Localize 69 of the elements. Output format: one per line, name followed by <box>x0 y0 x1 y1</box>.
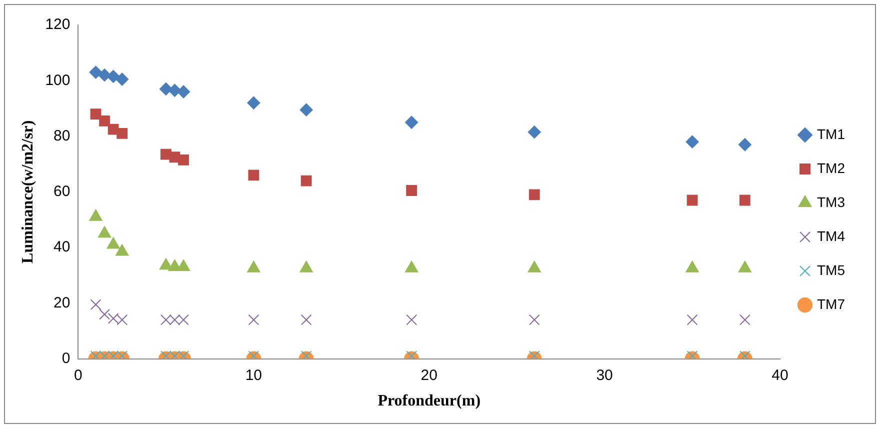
point <box>686 314 698 326</box>
point <box>106 70 120 83</box>
point <box>528 189 540 200</box>
point <box>176 85 190 98</box>
legend-label: TM2 <box>817 160 846 176</box>
point <box>98 68 112 82</box>
legend-label: TM5 <box>817 262 846 278</box>
point <box>90 108 102 120</box>
point <box>178 314 189 326</box>
point <box>168 84 182 97</box>
point <box>686 194 698 206</box>
point <box>406 314 418 326</box>
point <box>116 128 128 139</box>
point <box>528 260 541 272</box>
y-tick-label: 40 <box>54 238 70 256</box>
legend-label: TM1 <box>817 126 846 142</box>
point <box>159 82 172 96</box>
point <box>528 126 541 139</box>
point <box>99 350 110 359</box>
y-tick-label: 20 <box>54 294 70 312</box>
point <box>686 135 699 148</box>
point <box>116 314 128 326</box>
point <box>247 96 260 110</box>
y-tick-label: 80 <box>54 127 70 144</box>
y-tick-label: 0 <box>62 350 70 367</box>
point <box>89 209 102 221</box>
point <box>300 314 312 326</box>
point <box>738 260 752 272</box>
point <box>99 308 110 320</box>
point <box>248 170 260 181</box>
x-tick-label: 20 <box>420 366 438 384</box>
x-tick-label: 10 <box>245 366 262 384</box>
point <box>248 314 260 326</box>
point <box>98 226 112 238</box>
point <box>99 116 110 126</box>
x-tick-label: 40 <box>772 366 788 384</box>
y-tick-label: 60 <box>54 183 70 200</box>
point <box>405 260 418 272</box>
y-axis-title: Luminance(w/m2/sr) <box>20 120 37 264</box>
point <box>738 138 752 152</box>
legend-label: TM3 <box>817 194 846 210</box>
point <box>108 313 119 324</box>
x-tick-label: 30 <box>596 366 613 384</box>
point <box>178 154 189 166</box>
point <box>406 185 418 196</box>
point <box>528 314 540 326</box>
legend-label: TM4 <box>817 228 846 244</box>
point <box>160 314 172 326</box>
point <box>106 237 120 249</box>
y-tick-label: 100 <box>45 72 70 89</box>
point <box>90 299 102 310</box>
point <box>247 260 260 272</box>
point <box>116 72 129 86</box>
legend-label: TM7 <box>817 296 846 312</box>
point <box>739 314 750 326</box>
point <box>686 260 699 272</box>
point <box>160 350 172 359</box>
point <box>300 103 313 116</box>
point <box>405 116 418 129</box>
point <box>300 175 312 186</box>
point <box>159 258 173 270</box>
x-tick-label: 0 <box>74 366 82 384</box>
y-tick-label: 120 <box>45 16 70 34</box>
point <box>116 244 129 256</box>
point <box>739 194 750 206</box>
point <box>89 66 102 79</box>
point <box>300 260 313 272</box>
point <box>169 314 180 326</box>
x-axis-title: Profondeur(m) <box>378 392 481 410</box>
